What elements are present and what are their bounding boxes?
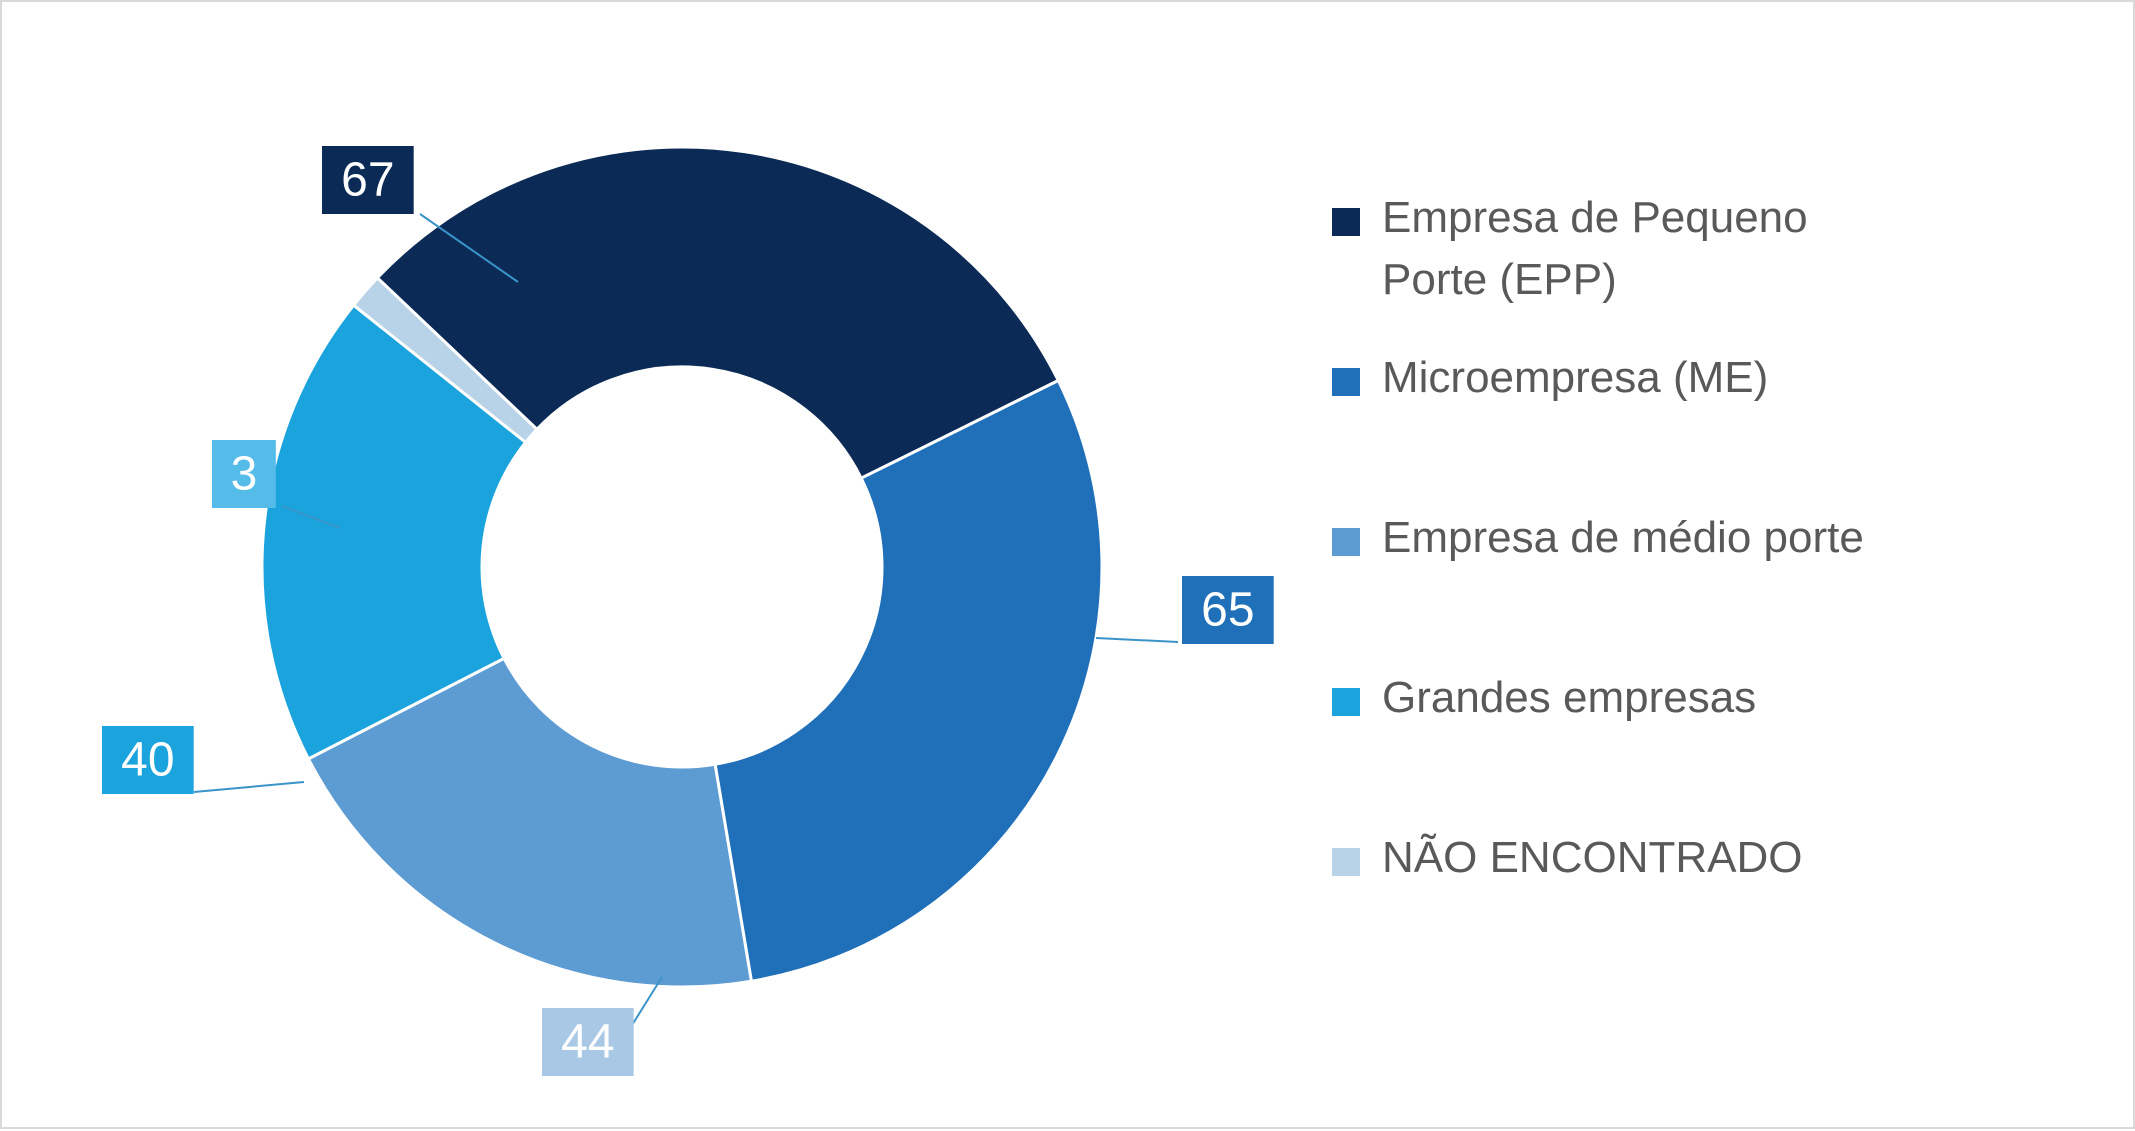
data-label-na: 3 <box>231 448 258 501</box>
legend-marker <box>1332 848 1360 876</box>
legend-label: Empresa de Pequeno <box>1382 193 1808 242</box>
legend-item-4: NÃO ENCONTRADO <box>1332 832 1802 882</box>
data-label-me: 65 <box>1201 584 1254 637</box>
legend: Empresa de Pequeno Porte (EPP) Microempres… <box>1332 193 1864 882</box>
legend-item-1: Microempresa (ME) <box>1332 353 1768 402</box>
legend-marker <box>1332 528 1360 556</box>
legend-marker <box>1332 688 1360 716</box>
legend-label: Empresa de médio porte <box>1382 513 1864 562</box>
legend-label: Microempresa (ME) <box>1382 353 1768 402</box>
leader-grande <box>194 782 304 792</box>
donut-chart: 67 65 44 40 3 Empresa de Pequeno Porte (EPP) Mi… <box>2 2 2135 1131</box>
legend-item-0: Empresa de Pequeno Porte (EPP) <box>1332 193 1808 304</box>
data-label-medio: 44 <box>561 1016 614 1069</box>
data-label-grande: 40 <box>121 734 174 787</box>
slice-me <box>715 380 1102 981</box>
data-label-epp: 67 <box>341 154 394 207</box>
chart-frame: 67 65 44 40 3 Empresa de Pequeno Porte (EPP) Mi… <box>0 0 2135 1129</box>
legend-marker <box>1332 368 1360 396</box>
legend-label: Porte (EPP) <box>1382 255 1617 304</box>
legend-label: Grandes empresas <box>1382 673 1756 722</box>
legend-label: NÃO ENCONTRADO <box>1382 832 1802 882</box>
donut-slices <box>262 147 1102 987</box>
leader-me <box>1096 638 1178 642</box>
legend-item-2: Empresa de médio porte <box>1332 513 1864 562</box>
legend-item-3: Grandes empresas <box>1332 673 1756 722</box>
legend-marker <box>1332 208 1360 236</box>
